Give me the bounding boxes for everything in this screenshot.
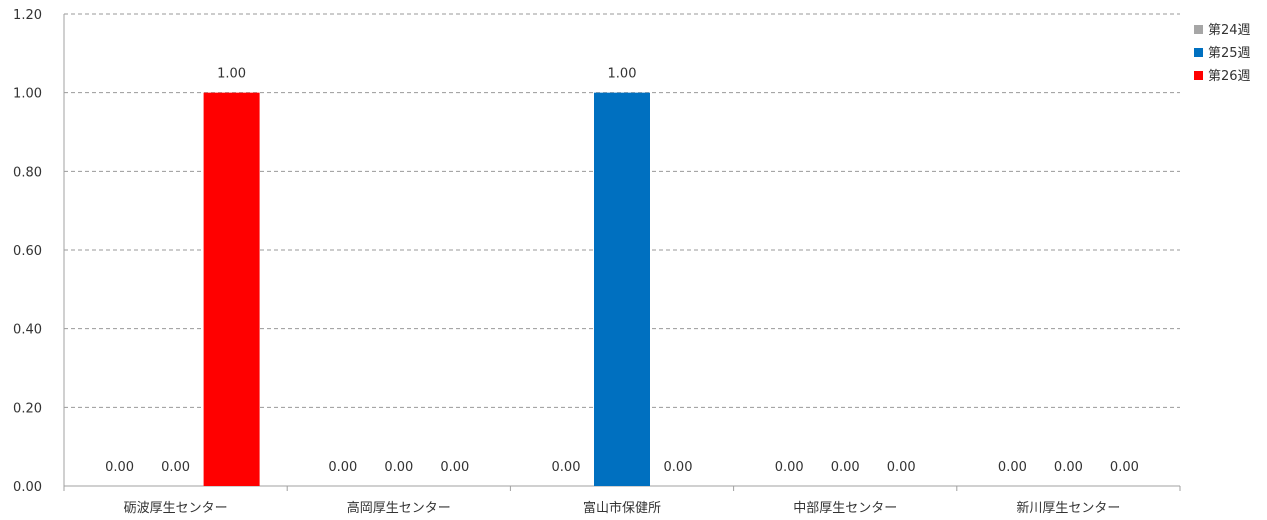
data-label: 0.00 <box>887 460 916 475</box>
legend-label: 第26週 <box>1208 69 1251 84</box>
bar <box>203 92 260 487</box>
data-label: 0.00 <box>998 460 1027 475</box>
x-tick-label: 砺波厚生センター <box>124 501 228 516</box>
legend-label: 第25週 <box>1208 46 1251 61</box>
data-label: 0.00 <box>384 460 413 475</box>
x-tick-label: 中部厚生センター <box>793 501 897 516</box>
y-tick-label: 0.20 <box>13 401 42 416</box>
x-tick-label: 富山市保健所 <box>583 500 661 516</box>
data-label: 0.00 <box>831 460 860 475</box>
data-label: 0.00 <box>440 460 469 475</box>
data-label: 0.00 <box>552 460 581 475</box>
data-label: 0.00 <box>664 460 693 475</box>
data-label: 1.00 <box>217 67 246 82</box>
data-labels: 0.00 0.00 1.00 0.00 0.00 0.00 0.00 1.00 0.00 0.00… <box>105 67 1139 475</box>
bar <box>594 92 650 487</box>
data-label: 0.00 <box>775 460 804 475</box>
legend-swatch <box>1194 25 1203 34</box>
y-tick-label: 1.00 <box>13 87 42 102</box>
y-tick-label: 0.00 <box>13 480 42 495</box>
x-tick-label: 高岡厚生センター <box>347 500 451 516</box>
y-tick-label: 0.60 <box>13 244 42 259</box>
x-tick-label: 新川厚生センター <box>1016 500 1120 516</box>
data-label: 0.00 <box>328 460 357 475</box>
axes: 0.00 0.20 0.40 0.60 0.80 1.00 1.20 砺波厚生センター 高岡厚生… <box>13 8 1181 516</box>
bars <box>203 92 650 487</box>
y-tick-label: 0.80 <box>13 165 42 180</box>
data-label: 0.00 <box>1054 460 1083 475</box>
data-label: 1.00 <box>608 67 637 82</box>
data-label: 0.00 <box>1110 460 1139 475</box>
data-label: 0.00 <box>105 460 134 475</box>
legend-swatch <box>1194 71 1203 80</box>
y-tick-label: 1.20 <box>13 8 42 23</box>
data-label: 0.00 <box>161 460 190 475</box>
legend-swatch <box>1194 48 1203 57</box>
legend-label: 第24週 <box>1208 23 1251 38</box>
y-tick-label: 0.40 <box>13 323 42 338</box>
